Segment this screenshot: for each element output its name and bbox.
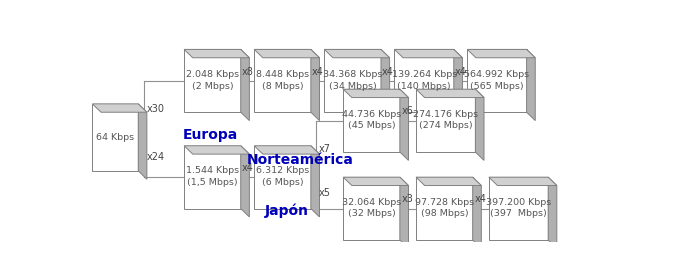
Polygon shape (548, 177, 557, 248)
Polygon shape (395, 50, 454, 112)
Text: x7: x7 (319, 144, 331, 154)
Polygon shape (467, 50, 535, 58)
Text: 274.176 Kbps: 274.176 Kbps (413, 110, 478, 119)
Text: x4: x4 (454, 67, 466, 77)
Text: (34 Mbps): (34 Mbps) (329, 82, 377, 91)
Text: (397  Mbps): (397 Mbps) (490, 209, 547, 218)
Polygon shape (416, 89, 484, 98)
Text: Europa: Europa (182, 128, 237, 142)
Polygon shape (400, 177, 409, 248)
Polygon shape (454, 50, 462, 120)
Polygon shape (184, 50, 241, 112)
Text: 64 Kbps: 64 Kbps (96, 133, 134, 142)
Text: (140 Mbps): (140 Mbps) (397, 82, 451, 91)
Polygon shape (324, 50, 390, 58)
Polygon shape (241, 50, 249, 120)
Text: Norteamérica: Norteamérica (246, 153, 354, 167)
Polygon shape (489, 177, 548, 240)
Polygon shape (311, 50, 319, 120)
Text: Japón: Japón (264, 203, 308, 218)
Polygon shape (311, 146, 319, 217)
Polygon shape (184, 146, 249, 154)
Text: x4: x4 (475, 194, 487, 204)
Text: (8 Mbps): (8 Mbps) (262, 82, 303, 91)
Text: 44.736 Kbps: 44.736 Kbps (342, 110, 401, 119)
Text: 97.728 Kbps: 97.728 Kbps (415, 198, 474, 207)
Polygon shape (400, 89, 409, 160)
Polygon shape (395, 50, 462, 58)
Text: (6 Mbps): (6 Mbps) (262, 178, 303, 187)
Polygon shape (93, 104, 147, 112)
Text: (1,5 Mbps): (1,5 Mbps) (187, 178, 238, 187)
Polygon shape (416, 177, 473, 240)
Text: 2.048 Kbps: 2.048 Kbps (186, 70, 239, 79)
Text: x8: x8 (242, 67, 253, 77)
Text: (565 Mbps): (565 Mbps) (470, 82, 524, 91)
Polygon shape (343, 177, 409, 186)
Text: 397.200 Kbps: 397.200 Kbps (486, 198, 551, 207)
Polygon shape (489, 177, 557, 186)
Polygon shape (343, 89, 409, 98)
Text: x5: x5 (319, 188, 331, 198)
Text: (2 Mbps): (2 Mbps) (191, 82, 233, 91)
Text: x30: x30 (146, 104, 164, 114)
Text: 139.264 Kbps: 139.264 Kbps (391, 70, 457, 79)
Polygon shape (241, 146, 249, 217)
Polygon shape (184, 146, 241, 209)
Text: (98 Mbps): (98 Mbps) (420, 209, 468, 218)
Polygon shape (381, 50, 390, 120)
Polygon shape (139, 104, 147, 179)
Text: 8.448 Kbps: 8.448 Kbps (256, 70, 309, 79)
Text: 564.992 Kbps: 564.992 Kbps (464, 70, 530, 79)
Polygon shape (254, 50, 319, 58)
Text: (45 Mbps): (45 Mbps) (348, 121, 395, 130)
Polygon shape (254, 50, 311, 112)
Text: (274 Mbps): (274 Mbps) (419, 121, 473, 130)
Text: x3: x3 (402, 194, 414, 204)
Polygon shape (93, 104, 139, 171)
Text: 6.312 Kbps: 6.312 Kbps (256, 166, 309, 175)
Text: x4: x4 (312, 67, 324, 77)
Polygon shape (527, 50, 535, 120)
Polygon shape (254, 146, 311, 209)
Text: 1.544 Kbps: 1.544 Kbps (186, 166, 239, 175)
Text: x4: x4 (242, 163, 253, 173)
Polygon shape (184, 50, 249, 58)
Text: (32 Mbps): (32 Mbps) (348, 209, 395, 218)
Polygon shape (416, 89, 475, 152)
Polygon shape (475, 89, 484, 160)
Polygon shape (473, 177, 482, 248)
Text: 32.064 Kbps: 32.064 Kbps (342, 198, 401, 207)
Text: x4: x4 (382, 67, 394, 77)
Text: x6: x6 (402, 106, 414, 116)
Polygon shape (343, 177, 400, 240)
Polygon shape (467, 50, 527, 112)
Polygon shape (324, 50, 381, 112)
Polygon shape (343, 89, 400, 152)
Polygon shape (254, 146, 319, 154)
Polygon shape (416, 177, 482, 186)
Text: x24: x24 (146, 152, 164, 162)
Text: 34.368 Kbps: 34.368 Kbps (323, 70, 382, 79)
